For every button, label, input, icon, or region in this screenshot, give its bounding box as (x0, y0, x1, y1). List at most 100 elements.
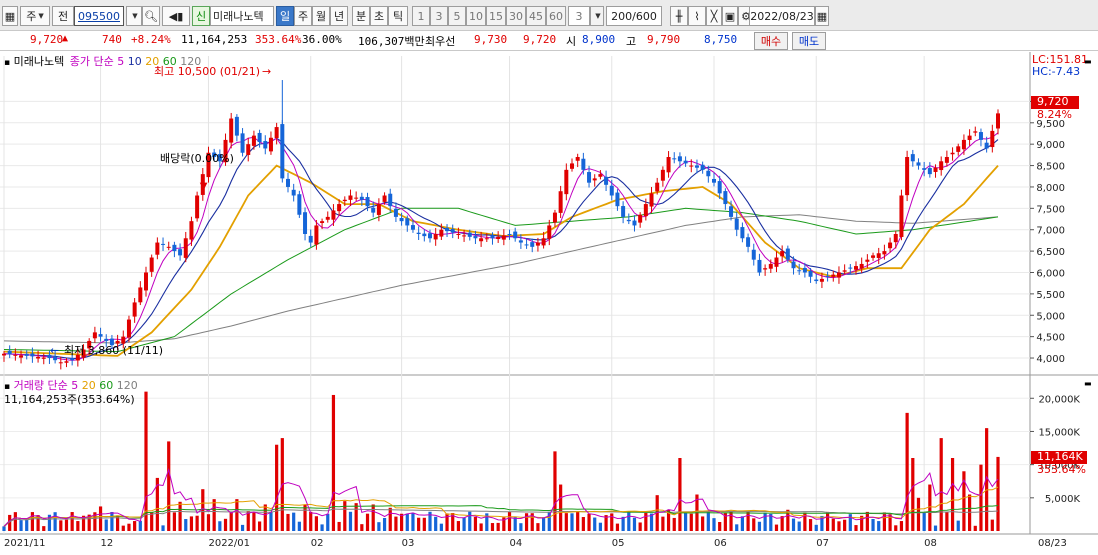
candle-body (768, 263, 773, 269)
chevron-down-icon: ▼ (132, 12, 138, 20)
candle-body (501, 235, 506, 240)
sell-button[interactable]: 매도 (792, 32, 826, 50)
count-value: 200/600 (611, 9, 657, 23)
volume-bar (701, 516, 705, 531)
candle-body (58, 362, 63, 364)
interval-1-button[interactable]: 1 (412, 6, 430, 26)
volume-bar (706, 511, 710, 531)
interval-60-button[interactable]: 60 (546, 6, 566, 26)
period-year-button[interactable]: 년 (330, 6, 348, 26)
volume-stat: 11,164,253주(353.64%) (4, 393, 135, 406)
panel-toggle-icon[interactable]: ▪ (4, 382, 11, 392)
volume-bar (848, 514, 852, 531)
candle-body (967, 135, 972, 140)
volume-bar (576, 511, 580, 531)
volume-bar (945, 511, 949, 531)
save-button[interactable]: ▣ (722, 6, 738, 26)
volume-bar (81, 515, 86, 531)
volume-tick-label: 15,000K (1038, 427, 1080, 438)
candle-body (268, 137, 273, 152)
volume-bar (570, 513, 574, 531)
period-week-button[interactable]: 주 (294, 6, 312, 26)
market-select[interactable]: 전 (52, 6, 74, 26)
interval-label: 10 (469, 9, 483, 23)
chart-canvas[interactable]: 4,000 4,500 5,000 5,500 6,000 6,500 7,000 7,500… (0, 52, 1098, 555)
candle-body (416, 232, 421, 234)
interval-label: 5 (453, 9, 461, 23)
code-value: 095500 (78, 9, 120, 23)
interval-45-button[interactable]: 45 (526, 6, 546, 26)
last-pct-tag: 8.24% (1037, 108, 1072, 121)
draw-tool-button[interactable]: ╳ (706, 6, 722, 26)
volume-bar (627, 511, 631, 531)
period-day-button[interactable]: 일 (276, 6, 294, 26)
volume-bar (42, 526, 46, 531)
candle-body (251, 135, 256, 146)
volume-bar (564, 513, 568, 531)
interval-15-button[interactable]: 15 (486, 6, 506, 26)
speaker-button[interactable]: ◀▮ (162, 6, 190, 26)
candle-body (410, 225, 415, 230)
type-select[interactable]: 주 ▼ (20, 6, 50, 26)
candle-body (694, 165, 699, 168)
volume-bar (542, 517, 546, 531)
candle-body (802, 267, 807, 273)
volume-bar (411, 512, 415, 531)
candle-body (893, 233, 898, 243)
candle-body (836, 272, 841, 278)
candle-body (899, 195, 904, 237)
period-label: 월 (315, 10, 327, 23)
count-field[interactable]: 200/600 (606, 6, 662, 26)
candle-body (229, 118, 234, 143)
volume-bar (933, 525, 938, 531)
interval-10-button[interactable]: 10 (466, 6, 486, 26)
panel-menu-icon[interactable]: ▬ (1084, 57, 1092, 66)
candle-body (848, 267, 853, 269)
interval-dropdown[interactable]: ▼ (590, 6, 604, 26)
buy-button[interactable]: 매수 (754, 32, 788, 50)
panel-menu-icon[interactable]: ▬ (1084, 379, 1092, 388)
code-input[interactable]: 095500 (74, 6, 124, 26)
volume-bar (400, 513, 404, 531)
candle-body (842, 270, 847, 272)
interval-5-button[interactable]: 5 (448, 6, 466, 26)
candle-type-button[interactable]: ╫ (670, 6, 688, 26)
calendar-button[interactable]: ▦ (815, 6, 829, 26)
volume-bar (377, 522, 381, 531)
candle-body (149, 257, 154, 272)
interval-3-button[interactable]: 3 (430, 6, 448, 26)
indicator-button[interactable]: ⌇ (688, 6, 706, 26)
volume-bar (871, 518, 875, 531)
volume-bar (791, 518, 796, 531)
price-tick-label: 9,000 (1036, 140, 1065, 151)
volume-bar (757, 521, 762, 531)
date-input[interactable]: 2022/08/23 (749, 6, 815, 26)
code-dropdown-button[interactable]: ▼ (126, 6, 142, 26)
volume-bar (25, 519, 29, 531)
dividend-marker-icon: ▼ (200, 181, 208, 192)
search-button[interactable]: 🔍︎ (142, 6, 160, 26)
candle-body (24, 353, 29, 356)
volume-bar (547, 511, 551, 531)
price-tick-label: 8,500 (1036, 162, 1065, 173)
volume-bar (854, 525, 858, 531)
panel-toggle-icon[interactable]: ▪ (4, 58, 11, 68)
candle-body (467, 232, 472, 237)
volume-bar (240, 524, 245, 531)
candle-body (337, 204, 342, 212)
candle-body (854, 266, 858, 270)
stock-name: 미래나노텍 (213, 10, 264, 23)
candle-body (30, 353, 35, 357)
interval-input[interactable]: 3 (568, 6, 590, 26)
grid-menu-icon[interactable]: ▦ (2, 6, 18, 26)
interval-30-button[interactable]: 30 (506, 6, 526, 26)
candle-body (126, 319, 131, 338)
period-minute-button[interactable]: 분 (352, 6, 370, 26)
volume-bar (496, 522, 500, 531)
candle-body (132, 302, 137, 317)
period-tick-button[interactable]: 틱 (388, 6, 408, 26)
legend-stock-name: 미래나노텍 (13, 55, 65, 68)
period-month-button[interactable]: 월 (312, 6, 330, 26)
period-second-button[interactable]: 초 (370, 6, 388, 26)
stock-name-field[interactable]: 미래나노텍 (210, 6, 274, 26)
